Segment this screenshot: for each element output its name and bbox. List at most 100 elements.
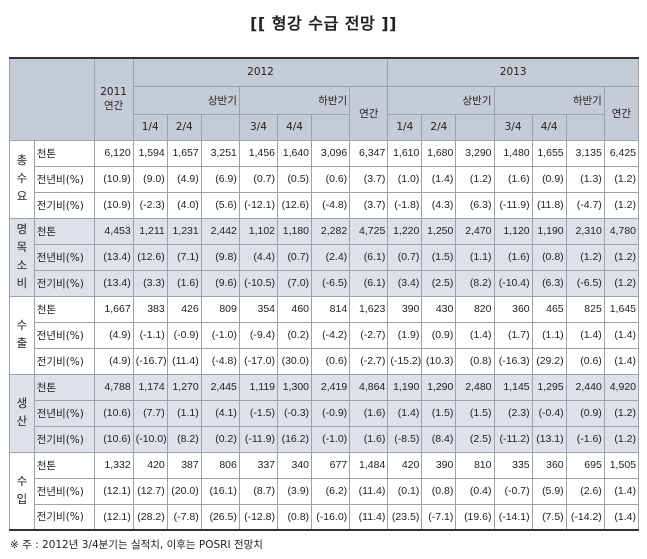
- value-cell: (0.9): [531, 165, 567, 193]
- value-cell: (19.6): [455, 503, 495, 531]
- value-cell: (12.6): [277, 191, 313, 219]
- table-row: 전년비(%) (12.1) (12.7) (20.0) (16.1) (8.7) (3.9)…: [10, 477, 640, 505]
- value-cell: (4.9): [93, 321, 134, 349]
- value-cell: (3.4): [387, 269, 423, 297]
- value-cell: 335: [493, 451, 533, 479]
- value-cell: 814: [311, 295, 351, 323]
- value-cell: (1.5): [421, 243, 457, 271]
- value-cell: 1,180: [277, 217, 313, 245]
- header-2012-annual: 연간: [349, 85, 389, 141]
- value-cell: (-1.0): [200, 321, 240, 349]
- value-cell: 426: [166, 295, 202, 323]
- value-cell: (1.1): [455, 243, 495, 271]
- table-row: 총 수 요 천톤 6,120 1,594 1,657 3,251 1,456 1,640 3,096…: [9, 139, 640, 219]
- value-cell: 4,788: [93, 373, 134, 401]
- value-cell: (1.6): [349, 425, 389, 453]
- value-cell: 4,453: [93, 217, 134, 245]
- value-cell: 4,780: [603, 217, 640, 245]
- value-cell: (3.9): [277, 477, 313, 505]
- value-cell: (13.4): [93, 269, 134, 297]
- row-unit-label: 전기비(%): [33, 425, 95, 453]
- value-cell: (1.4): [455, 321, 495, 349]
- value-cell: (5.6): [200, 191, 240, 219]
- value-cell: (29.2): [531, 347, 567, 375]
- row-unit-label: 전년비(%): [33, 399, 95, 427]
- value-cell: (11.4): [349, 477, 389, 505]
- header-2011-label: 2011: [100, 85, 127, 98]
- table-row: 전기비(%) (12.1) (28.2) (-7.8) (26.5) (-12.8) (0.…: [10, 503, 640, 531]
- value-cell: (9.6): [200, 269, 240, 297]
- value-cell: (-2.7): [349, 347, 389, 375]
- header-2013-h2: 하반기: [493, 85, 605, 115]
- value-cell: 383: [132, 295, 168, 323]
- value-cell: (-15.2): [387, 347, 423, 375]
- row-unit-label: 천톤: [33, 295, 95, 323]
- header-2012-q3: 3/4: [238, 113, 279, 141]
- value-cell: (-4.8): [311, 191, 351, 219]
- value-cell: (0.8): [277, 503, 313, 531]
- value-cell: (-10.5): [238, 269, 279, 297]
- header-2013-q2: 2/4: [421, 113, 457, 141]
- value-cell: (6.3): [455, 191, 495, 219]
- value-cell: (1.1): [166, 399, 202, 427]
- value-cell: (1.4): [421, 165, 457, 193]
- value-cell: 2,480: [455, 373, 495, 401]
- value-cell: (10.6): [93, 399, 134, 427]
- value-cell: (-4.7): [565, 191, 605, 219]
- value-cell: 1,231: [166, 217, 202, 245]
- value-cell: (0.2): [200, 425, 240, 453]
- value-cell: (1.6): [166, 269, 202, 297]
- value-cell: (1.2): [565, 243, 605, 271]
- value-cell: 1,480: [493, 139, 533, 167]
- value-cell: (-14.2): [565, 503, 605, 531]
- value-cell: (-7.8): [166, 503, 202, 531]
- table-row: 전기비(%) (10.9) (-2.3) (4.0) (5.6) (-12.1) (12.6…: [10, 191, 640, 219]
- table-row: 전기비(%) (10.6) (-10.0) (8.2) (0.2) (-11.9) (16.…: [10, 425, 640, 453]
- value-cell: 1,300: [277, 373, 313, 401]
- table-row: 명 목 소 비 천톤 4,453 1,211 1,231 2,442 1,102 1,180 2,28…: [9, 217, 640, 297]
- value-cell: (26.5): [200, 503, 240, 531]
- row-unit-label: 전기비(%): [33, 503, 95, 531]
- value-cell: (6.3): [531, 269, 567, 297]
- value-cell: (2.3): [493, 399, 533, 427]
- value-cell: (12.1): [93, 477, 134, 505]
- value-cell: (1.6): [349, 399, 389, 427]
- value-cell: 2,470: [455, 217, 495, 245]
- value-cell: (3.7): [349, 165, 389, 193]
- header-corner: [9, 57, 95, 141]
- value-cell: (6.1): [349, 269, 389, 297]
- value-cell: (6.1): [349, 243, 389, 271]
- value-cell: (0.8): [421, 477, 457, 505]
- header-2012-q4: 4/4: [277, 113, 313, 141]
- value-cell: (1.2): [603, 243, 640, 271]
- value-cell: (1.2): [603, 399, 640, 427]
- value-cell: 809: [200, 295, 240, 323]
- header-2013-q3: 3/4: [493, 113, 533, 141]
- value-cell: (0.1): [387, 477, 423, 505]
- value-cell: 390: [421, 451, 457, 479]
- header-annual-label: 연간: [103, 99, 124, 112]
- header-2013-h1: 상반기: [387, 85, 495, 115]
- value-cell: (8.2): [455, 269, 495, 297]
- value-cell: (8.2): [166, 425, 202, 453]
- value-cell: 2,310: [565, 217, 605, 245]
- value-cell: 1,640: [277, 139, 313, 167]
- value-cell: 1,594: [132, 139, 168, 167]
- value-cell: (-16.7): [132, 347, 168, 375]
- value-cell: (0.4): [455, 477, 495, 505]
- header-2013-h2-total: [565, 113, 605, 141]
- row-unit-label: 전기비(%): [33, 191, 95, 219]
- value-cell: (-11.2): [493, 425, 533, 453]
- value-cell: 1,211: [132, 217, 168, 245]
- value-cell: (2.5): [455, 425, 495, 453]
- value-cell: (-7.1): [421, 503, 457, 531]
- row-unit-label: 천톤: [33, 139, 95, 167]
- value-cell: (9.0): [132, 165, 168, 193]
- value-cell: (-1.6): [565, 425, 605, 453]
- value-cell: (0.7): [277, 243, 313, 271]
- value-cell: (-8.5): [387, 425, 423, 453]
- value-cell: 2,419: [311, 373, 351, 401]
- value-cell: (16.1): [200, 477, 240, 505]
- value-cell: (1.2): [603, 191, 640, 219]
